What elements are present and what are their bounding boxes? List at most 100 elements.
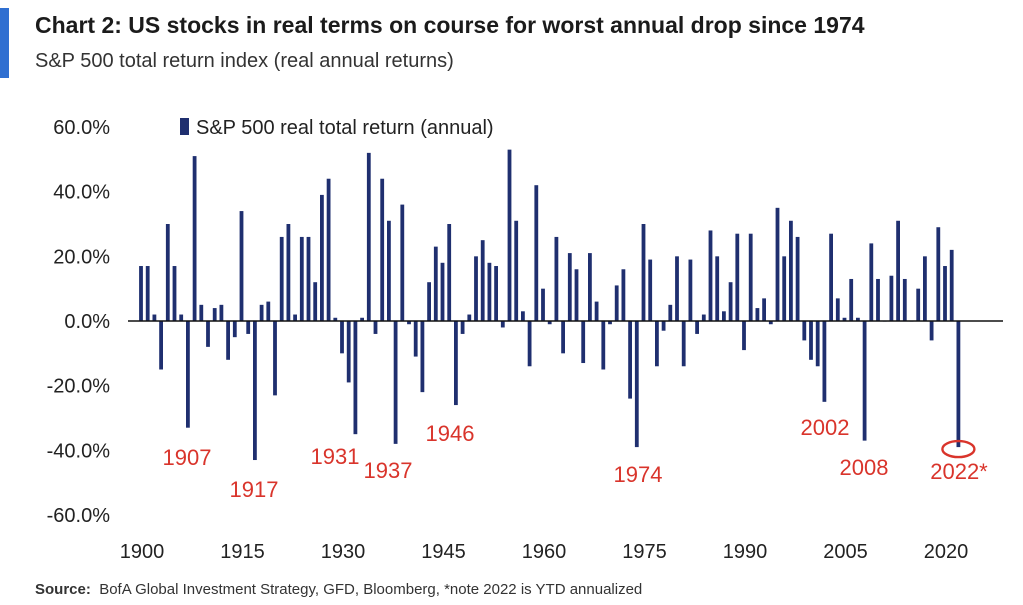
bar <box>547 321 552 325</box>
bar <box>554 236 559 321</box>
bar <box>835 298 840 321</box>
x-tick-label: 1930 <box>321 541 366 563</box>
bar <box>500 321 505 328</box>
bar <box>943 266 947 321</box>
bar <box>567 253 572 321</box>
bar <box>527 321 532 367</box>
bar <box>648 259 653 321</box>
bar <box>239 211 244 321</box>
bar <box>742 321 746 351</box>
bar <box>534 185 539 321</box>
source-label: Source: <box>35 581 91 598</box>
bar <box>869 243 874 321</box>
bar <box>849 278 854 321</box>
bar <box>273 321 277 396</box>
source-text: BofA Global Investment Strategy, GFD, Bl… <box>99 581 643 598</box>
bar <box>360 317 364 321</box>
bar <box>829 233 833 321</box>
bar <box>561 321 565 354</box>
bar <box>876 278 880 321</box>
bar <box>735 233 740 321</box>
bar <box>447 224 452 321</box>
y-tick-label: 60.0% <box>53 117 110 139</box>
bar <box>313 282 318 321</box>
bar <box>668 304 673 321</box>
bar <box>815 321 820 367</box>
x-tick-label: 1900 <box>120 541 165 563</box>
bar <box>474 256 478 321</box>
bar <box>373 321 378 334</box>
legend-swatch <box>180 118 189 135</box>
bar <box>346 321 351 383</box>
x-tick-label: 1945 <box>421 541 466 563</box>
bar <box>521 311 525 321</box>
bar <box>286 224 291 321</box>
bar <box>494 266 498 321</box>
bar <box>594 301 599 321</box>
bar <box>936 227 941 321</box>
bar <box>420 321 425 393</box>
bar <box>279 236 284 321</box>
bar <box>266 301 271 321</box>
legend-label: S&P 500 real total return (annual) <box>196 117 494 139</box>
annotation-label: 1937 <box>364 458 413 483</box>
bar <box>588 253 592 321</box>
bar <box>708 230 713 321</box>
y-tick-label: 20.0% <box>53 246 110 268</box>
bar <box>467 314 472 321</box>
annotation-label: 1917 <box>230 477 279 502</box>
bar <box>320 194 324 321</box>
bar <box>380 178 385 321</box>
bar <box>688 259 693 321</box>
bar <box>768 321 773 325</box>
bar <box>333 317 338 321</box>
bar <box>480 240 485 321</box>
bar <box>413 321 418 357</box>
bar <box>634 321 639 448</box>
bar <box>809 321 813 360</box>
bar <box>306 236 311 321</box>
bar <box>145 266 150 321</box>
bar <box>608 321 612 325</box>
y-tick-label: -20.0% <box>47 376 111 398</box>
bar <box>949 249 954 321</box>
bar <box>454 321 458 406</box>
bar <box>923 256 927 321</box>
bar <box>541 288 545 321</box>
bar <box>212 308 217 321</box>
annotation-label: 1974 <box>614 462 663 487</box>
highlight-circle <box>941 439 976 459</box>
bar <box>728 282 733 321</box>
y-tick-label: -60.0% <box>47 505 111 527</box>
bar <box>601 321 606 370</box>
bar <box>179 314 184 321</box>
annotation-label: 1946 <box>426 421 475 446</box>
bar <box>400 204 405 321</box>
bar <box>246 321 251 334</box>
x-tick-label: 1975 <box>622 541 667 563</box>
bar <box>387 220 391 321</box>
bar <box>152 314 157 321</box>
bar <box>655 321 659 367</box>
bar <box>628 321 632 399</box>
bar <box>253 321 257 461</box>
bar <box>889 275 894 321</box>
bar <box>916 288 921 321</box>
bar <box>186 321 190 428</box>
bar <box>159 321 163 370</box>
bar <box>902 278 907 321</box>
bar <box>507 149 512 321</box>
bar <box>192 156 197 321</box>
bar <box>427 282 431 321</box>
bar <box>172 266 177 321</box>
bar <box>695 321 699 334</box>
bar <box>232 321 237 338</box>
bar <box>748 233 753 321</box>
annotation-label: 2022* <box>930 459 988 484</box>
y-tick-label: -40.0% <box>47 440 111 462</box>
accent-bar <box>0 8 9 78</box>
bar <box>614 285 619 321</box>
bar <box>621 269 626 321</box>
bar <box>353 321 358 435</box>
